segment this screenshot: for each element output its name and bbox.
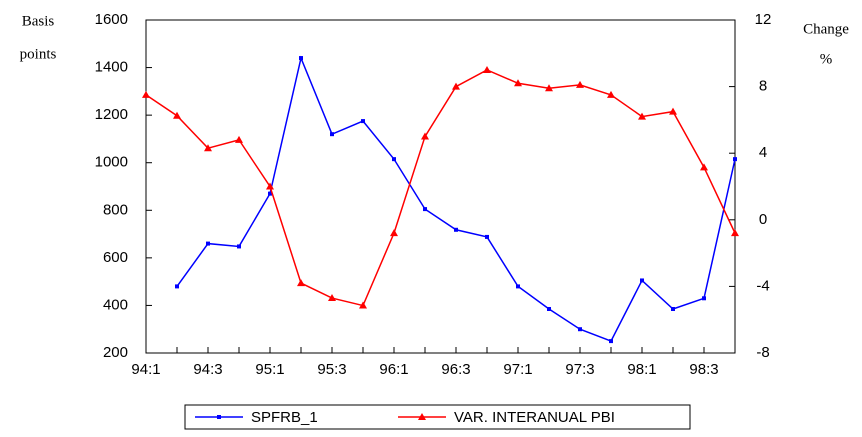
point [578, 327, 582, 332]
point [514, 79, 522, 87]
point [418, 413, 426, 420]
y-tick-label: 1600 [95, 11, 128, 28]
point [638, 112, 646, 120]
point [669, 107, 677, 115]
y-tick-label: 1200 [95, 106, 128, 123]
point [733, 157, 737, 162]
legend-label: VAR. INTERANUAL PBI [454, 409, 615, 426]
point [607, 90, 615, 98]
point [173, 111, 181, 119]
y-tick-label: 1400 [95, 59, 128, 76]
legend-box [184, 404, 691, 430]
point [609, 339, 613, 344]
point [359, 301, 367, 309]
point [423, 207, 427, 212]
x-tick-label: 98:1 [627, 361, 656, 378]
y-tick-label: 1000 [95, 154, 128, 171]
point [454, 227, 458, 232]
y-tick-label: 200 [103, 344, 128, 361]
series-line [145, 69, 736, 307]
y2-axis-title: Change [803, 21, 849, 37]
plot-frame [145, 19, 736, 354]
point [297, 279, 305, 287]
point [330, 132, 334, 137]
y-tick-label: 800 [103, 201, 128, 218]
x-tick-label: 97:1 [503, 361, 532, 378]
y-axis-title: points [20, 46, 57, 62]
point [516, 284, 520, 289]
y2-axis-title: % [820, 51, 833, 67]
point [545, 84, 553, 92]
point [328, 294, 336, 302]
point [235, 135, 243, 143]
y-axis-title: Basis [22, 13, 55, 29]
point [299, 56, 303, 61]
y2-tick-label: -4 [756, 277, 769, 294]
x-tick-label: 94:3 [193, 361, 222, 378]
y2-tick-label: 12 [755, 11, 772, 28]
x-tick-label: 96:1 [379, 361, 408, 378]
y-tick-label: 400 [103, 296, 128, 313]
point [576, 80, 584, 88]
point [421, 132, 429, 140]
y2-tick-label: 4 [759, 144, 767, 161]
point [671, 306, 675, 311]
point [452, 82, 460, 90]
point [640, 278, 644, 283]
point [204, 144, 212, 152]
x-tick-label: 97:3 [565, 361, 594, 378]
point [266, 182, 274, 190]
series-line [176, 55, 736, 343]
point [731, 229, 739, 237]
point [700, 163, 708, 171]
point [217, 415, 221, 419]
y2-tick-label: -8 [756, 344, 769, 361]
x-tick-label: 95:1 [255, 361, 284, 378]
y2-tick-label: 0 [759, 211, 767, 228]
point [547, 306, 551, 311]
point [142, 90, 150, 98]
point [485, 234, 489, 239]
point [392, 157, 396, 162]
x-tick-label: 98:3 [689, 361, 718, 378]
point [237, 244, 241, 249]
point [175, 284, 179, 289]
point [268, 191, 272, 196]
legend: SPFRB_1 VAR. INTERANUAL PBI [184, 404, 691, 430]
legend-label: SPFRB_1 [251, 409, 318, 426]
point [206, 241, 210, 246]
x-tick-label: 95:3 [317, 361, 346, 378]
y-tick-label: 600 [103, 249, 128, 266]
point [361, 119, 365, 124]
point [483, 65, 491, 73]
x-tick-label: 94:1 [131, 361, 160, 378]
point [702, 296, 706, 301]
point [390, 229, 398, 237]
x-tick-label: 96:3 [441, 361, 470, 378]
y2-tick-label: 8 [759, 78, 767, 95]
